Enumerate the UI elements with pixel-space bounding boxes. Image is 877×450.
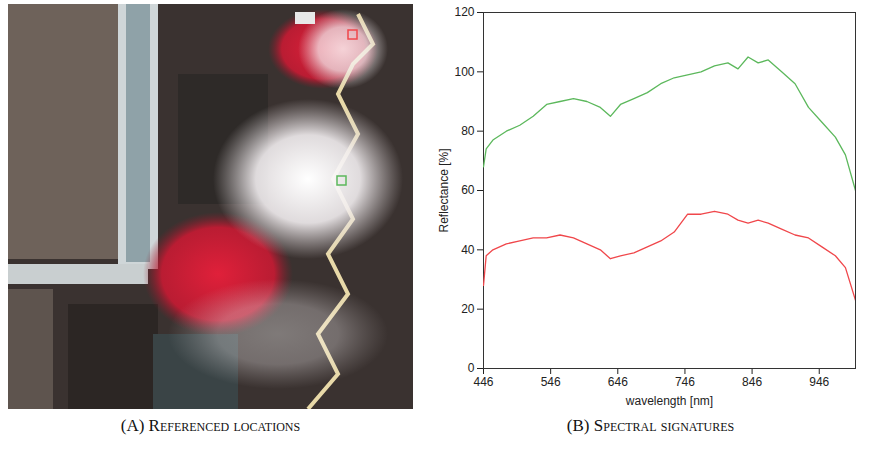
svg-text:wavelength [nm]: wavelength [nm]: [625, 394, 713, 408]
svg-text:Reflectance [%]: Reflectance [%]: [437, 148, 451, 232]
svg-text:40: 40: [461, 243, 475, 257]
html-text:(A) Referenced locations: (A) Referenced locations: [120, 416, 301, 435]
svg-text:446: 446: [473, 375, 493, 389]
svg-text:100: 100: [454, 65, 474, 79]
svg-text:20: 20: [461, 302, 475, 316]
svg-text:120: 120: [454, 5, 474, 19]
svg-text:60: 60: [461, 183, 475, 197]
svg-text:0: 0: [468, 361, 475, 375]
svg-text:746: 746: [675, 375, 695, 389]
svg-text:846: 846: [742, 375, 762, 389]
svg-text:946: 946: [809, 375, 829, 389]
html-text:(B) Spectral signatures: (B) Spectral signatures: [566, 416, 735, 435]
svg-text:646: 646: [608, 375, 628, 389]
svg-text:546: 546: [541, 375, 561, 389]
svg-text:80: 80: [461, 124, 475, 138]
